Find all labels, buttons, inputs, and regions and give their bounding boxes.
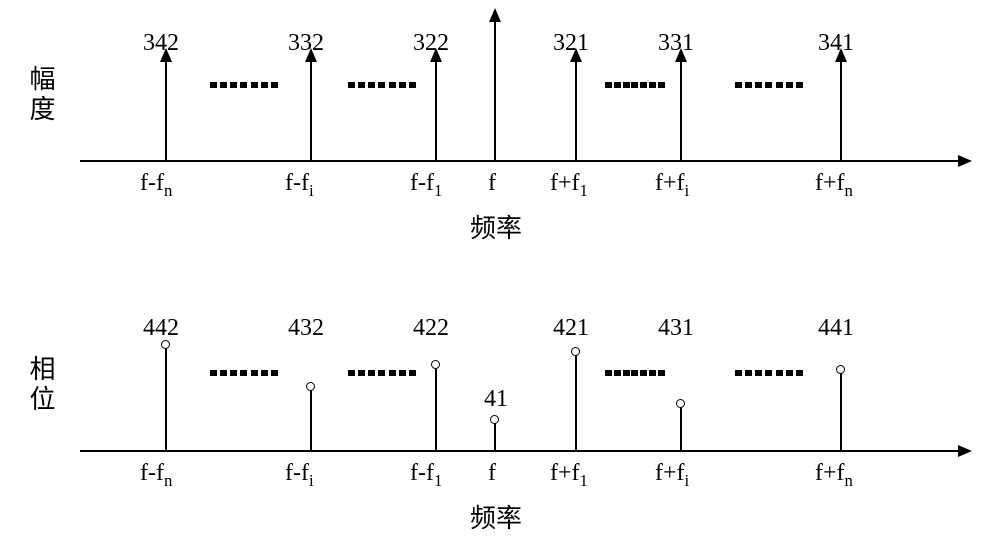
spectral-line	[310, 60, 312, 160]
x-axis	[80, 160, 960, 162]
spectral-line	[435, 60, 437, 160]
tick-label: f+f1	[550, 460, 588, 491]
x-axis-arrow	[958, 155, 972, 167]
tick-label: f	[488, 170, 496, 197]
arrowhead-icon	[489, 8, 501, 22]
tick-label: f-fn	[140, 170, 172, 201]
ellipsis	[605, 370, 665, 376]
marker-dot	[571, 347, 580, 356]
spectral-line	[165, 60, 167, 160]
spectral-line	[575, 60, 577, 160]
line-label: 432	[288, 315, 324, 342]
tick-label: f-fi	[285, 170, 314, 201]
ellipsis	[605, 82, 665, 88]
marker-dot	[676, 399, 685, 408]
line-label: 422	[413, 315, 449, 342]
line-label: 441	[818, 315, 854, 342]
spectral-line	[680, 404, 682, 450]
spectral-line	[494, 420, 496, 450]
ellipsis	[348, 82, 416, 88]
line-label: 342	[143, 30, 179, 57]
line-label: 341	[818, 30, 854, 57]
spectral-line	[575, 352, 577, 450]
x-axis-label: 频率	[470, 498, 522, 535]
y-axis-label: 相位	[22, 355, 59, 415]
tick-label: f+fi	[655, 170, 689, 201]
x-axis-arrow	[958, 445, 972, 457]
line-label: 321	[553, 30, 589, 57]
tick-label: f-fi	[285, 460, 314, 491]
line-label: 421	[553, 315, 589, 342]
tick-label: f	[488, 460, 496, 487]
x-axis	[80, 450, 960, 452]
tick-label: f-f1	[410, 170, 442, 201]
ellipsis	[348, 370, 416, 376]
spectral-line	[680, 60, 682, 160]
marker-dot	[490, 415, 499, 424]
spectral-line	[310, 387, 312, 450]
tick-label: f+fi	[655, 460, 689, 491]
ellipsis	[735, 82, 803, 88]
line-label: 31	[479, 0, 503, 5]
marker-dot	[836, 365, 845, 374]
spectral-line	[840, 60, 842, 160]
tick-label: f-fn	[140, 460, 172, 491]
spectral-line	[840, 370, 842, 450]
marker-dot	[306, 382, 315, 391]
x-axis-label: 频率	[470, 208, 522, 245]
ellipsis	[735, 370, 803, 376]
ellipsis	[210, 82, 278, 88]
spectral-line	[494, 20, 496, 160]
line-label: 431	[658, 315, 694, 342]
ellipsis	[210, 370, 278, 376]
tick-label: f+fn	[815, 460, 853, 491]
line-label: 331	[658, 30, 694, 57]
tick-label: f+f1	[550, 170, 588, 201]
line-label: 332	[288, 30, 324, 57]
y-axis-label: 幅度	[22, 65, 59, 125]
marker-dot	[431, 360, 440, 369]
spectral-line	[165, 345, 167, 450]
spectrum-diagram: 幅度 342 f-fn 332 f-fi 322 f-f1 31 f 321 f+f1 331 f+fi…	[0, 0, 1000, 547]
line-label: 322	[413, 30, 449, 57]
line-label: 41	[484, 386, 508, 413]
spectral-line	[435, 365, 437, 450]
line-label: 442	[143, 315, 179, 342]
tick-label: f+fn	[815, 170, 853, 201]
tick-label: f-f1	[410, 460, 442, 491]
